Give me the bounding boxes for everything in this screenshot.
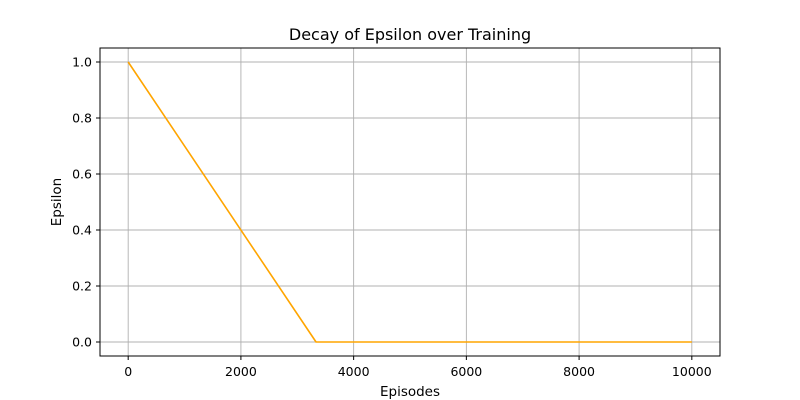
x-tick-label: 0 [124,364,132,379]
y-tick-label: 0.8 [72,111,92,126]
y-tick-label: 0.6 [72,167,92,182]
y-tick-label: 0.2 [72,279,92,294]
grid [100,48,720,356]
x-tick-label: 4000 [338,364,370,379]
x-axis: 0 2000 4000 6000 8000 10000 [124,356,712,379]
x-tick-label: 8000 [563,364,595,379]
x-tick-label: 2000 [225,364,257,379]
y-tick-label: 0.4 [72,223,92,238]
epsilon-line [127,61,692,343]
x-tick-label: 10000 [672,364,712,379]
y-tick-label: 1.0 [72,55,92,70]
y-axis-title: Epsilon [49,178,65,226]
x-axis-title: Episodes [380,384,440,400]
y-axis: 0.0 0.2 0.4 0.6 0.8 1.0 [72,55,100,350]
y-tick-label: 0.0 [72,335,92,350]
x-tick-label: 6000 [450,364,482,379]
chart-title: Decay of Epsilon over Training [289,25,531,44]
series-layer [127,61,692,343]
plot-frame [99,47,721,357]
